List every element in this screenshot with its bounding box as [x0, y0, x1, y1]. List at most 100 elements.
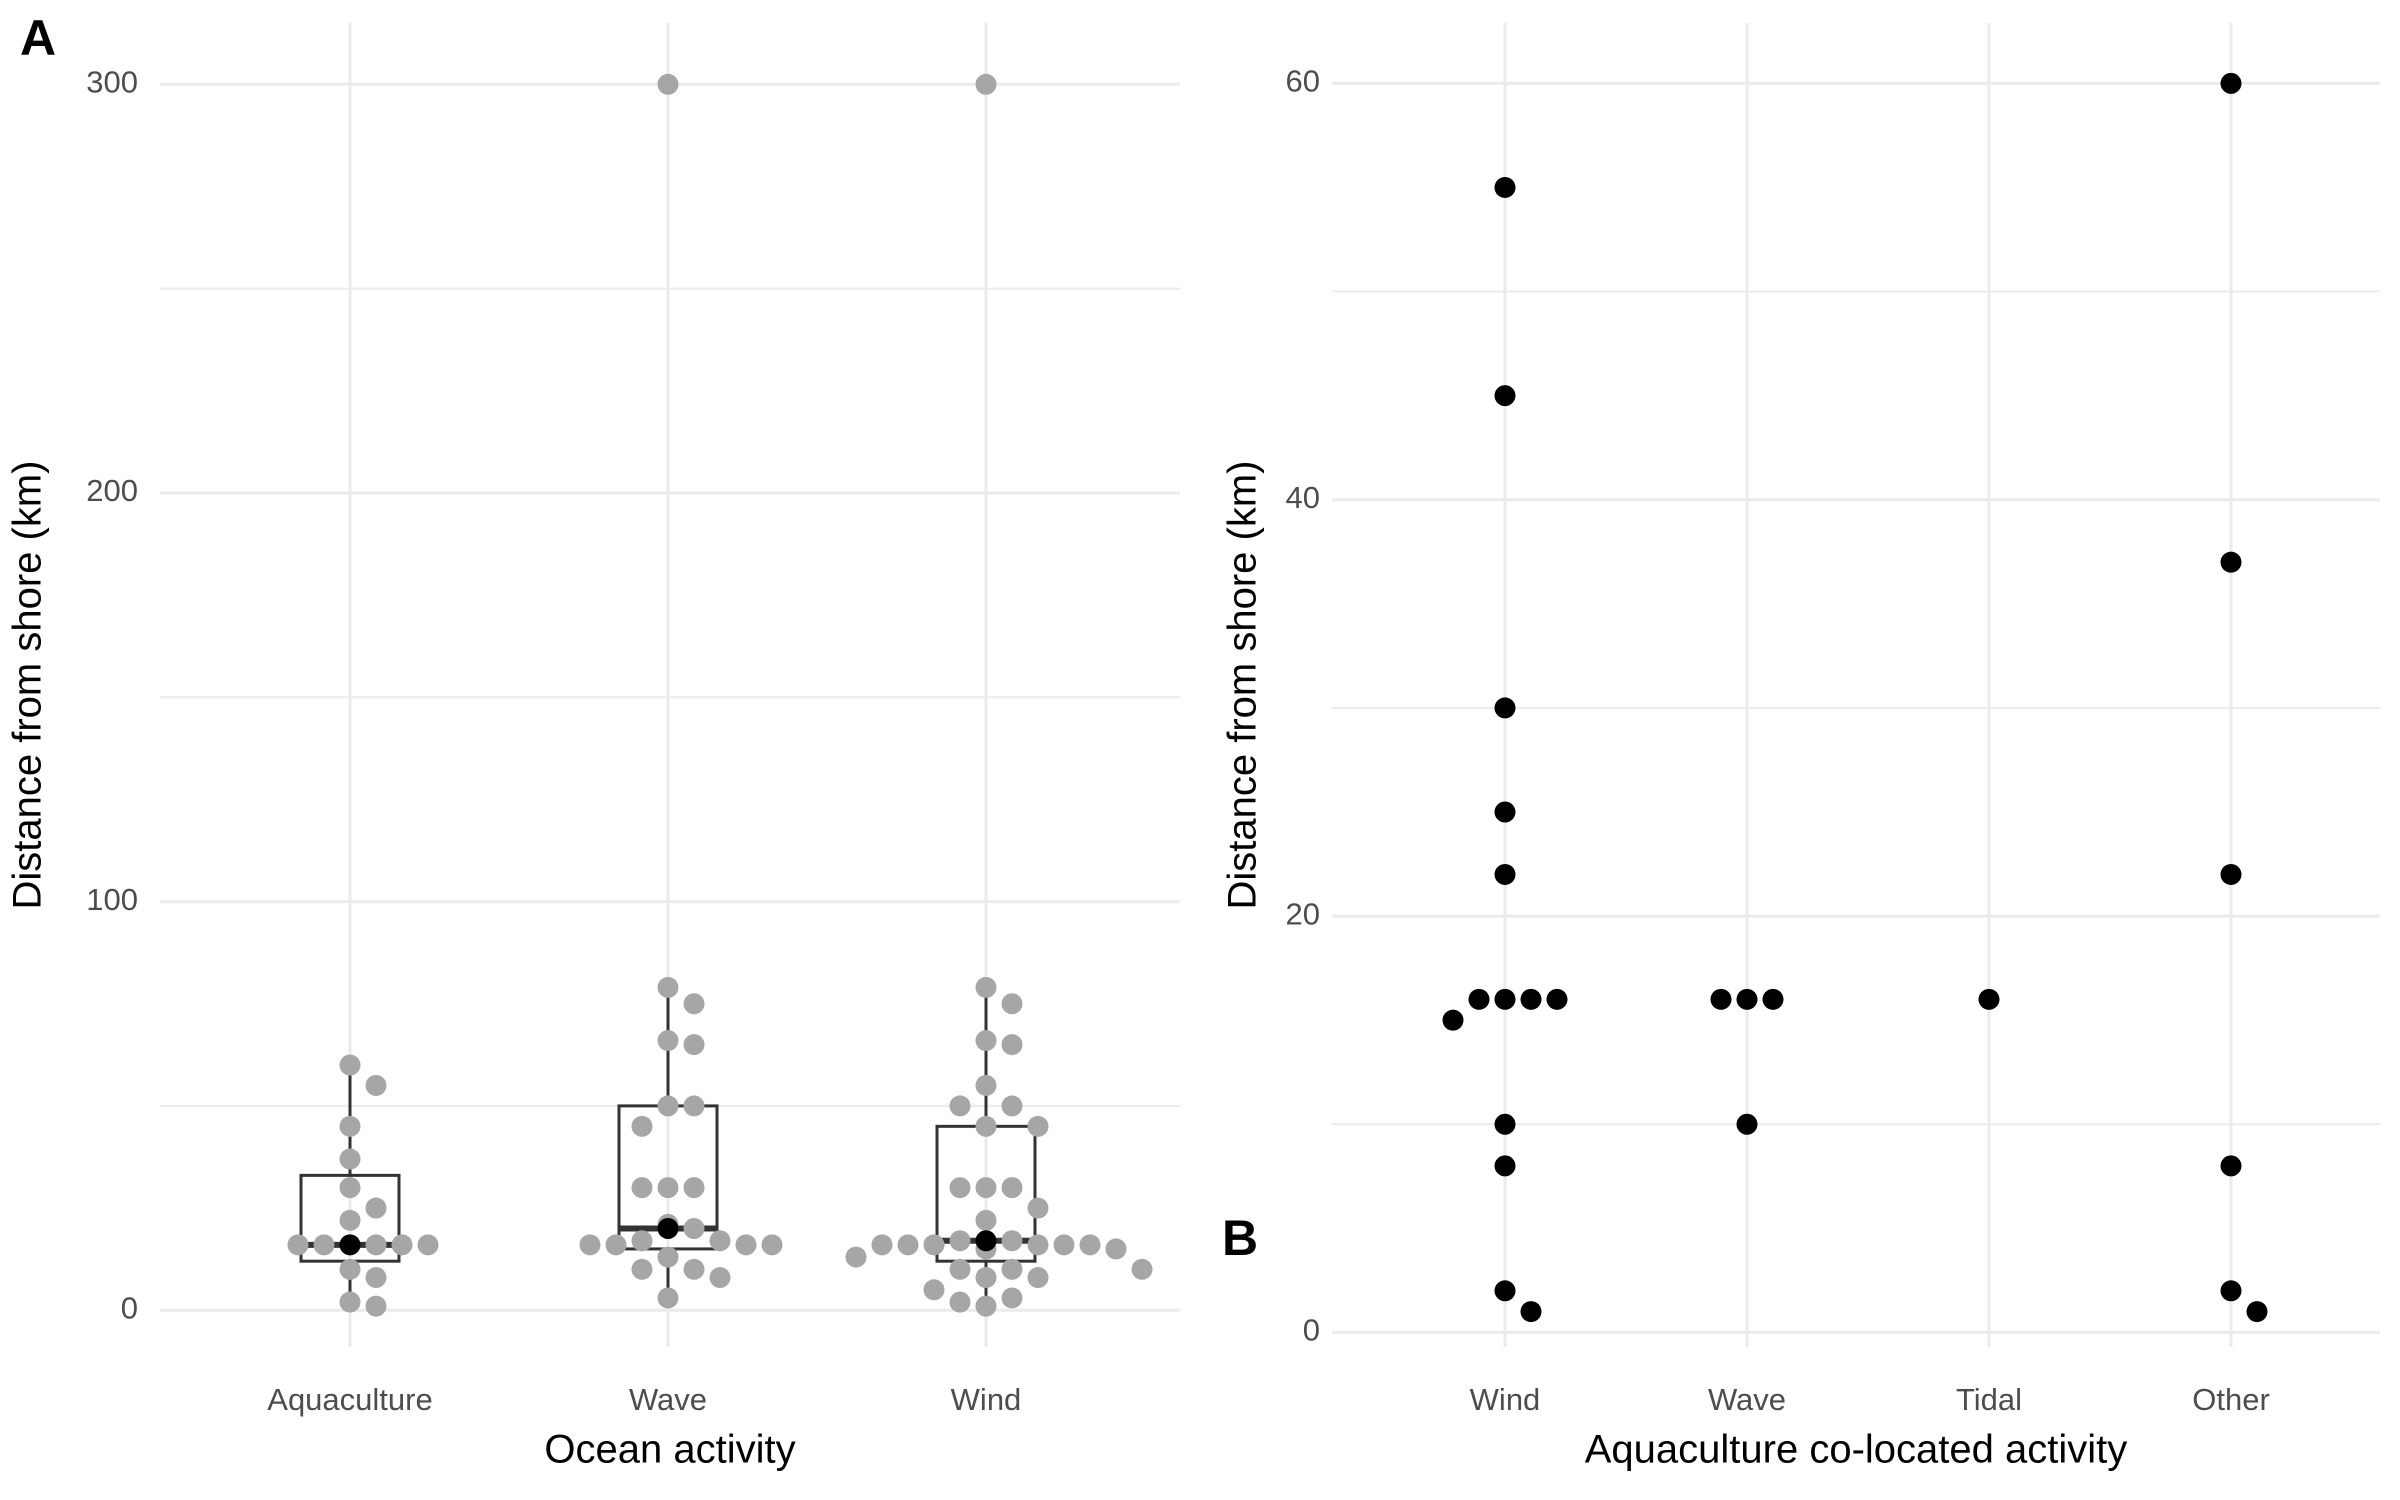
data-point — [975, 1177, 997, 1199]
data-point — [1105, 1238, 1127, 1260]
data-point — [1494, 385, 1516, 407]
data-point — [1079, 1234, 1101, 1256]
data-point — [2220, 1155, 2242, 1177]
data-point — [1001, 1095, 1023, 1117]
data-point — [1494, 1280, 1516, 1302]
data-point — [631, 1177, 653, 1199]
data-point — [2220, 551, 2242, 573]
data-point — [923, 1234, 945, 1256]
data-point — [683, 1217, 705, 1239]
data-point — [287, 1234, 309, 1256]
data-point — [417, 1234, 439, 1256]
data-point — [975, 73, 997, 95]
data-point — [949, 1230, 971, 1252]
x-tick-label: Tidal — [1956, 1382, 2022, 1417]
data-point — [975, 1295, 997, 1317]
data-point — [631, 1258, 653, 1280]
data-point — [1131, 1258, 1153, 1280]
data-point — [975, 1209, 997, 1231]
data-point — [2220, 1280, 2242, 1302]
data-point — [683, 1095, 705, 1117]
data-point — [657, 976, 679, 998]
data-point — [391, 1234, 413, 1256]
data-point — [709, 1267, 731, 1289]
data-point — [579, 1234, 601, 1256]
data-point — [1494, 988, 1516, 1010]
data-point — [975, 1074, 997, 1096]
x-tick-label: Wave — [1708, 1382, 1786, 1417]
data-point — [2246, 1301, 2268, 1323]
data-point — [1027, 1234, 1049, 1256]
data-point — [339, 1177, 361, 1199]
data-point — [1762, 988, 1784, 1010]
data-point — [1442, 1009, 1464, 1031]
data-point — [1520, 1301, 1542, 1323]
data-point — [683, 1034, 705, 1056]
data-point — [657, 1287, 679, 1309]
data-point — [975, 976, 997, 998]
panel-label: A — [20, 10, 56, 66]
data-point — [871, 1234, 893, 1256]
data-point — [897, 1234, 919, 1256]
data-point — [365, 1074, 387, 1096]
data-point — [1001, 1258, 1023, 1280]
data-point — [339, 1148, 361, 1170]
data-point — [709, 1230, 731, 1252]
y-tick-label: 100 — [86, 882, 138, 917]
panel-marks — [1442, 72, 2268, 1323]
x-tick-label: Wind — [1470, 1382, 1541, 1417]
data-point — [1710, 988, 1732, 1010]
data-point — [1001, 993, 1023, 1015]
x-axis-title: Ocean activity — [544, 1428, 795, 1472]
data-point — [923, 1279, 945, 1301]
data-point — [1001, 1287, 1023, 1309]
data-point — [1494, 697, 1516, 719]
data-point — [2220, 863, 2242, 885]
data-point — [683, 1258, 705, 1280]
data-point — [949, 1291, 971, 1313]
data-point — [1494, 801, 1516, 823]
data-point — [657, 1095, 679, 1117]
data-point — [339, 1258, 361, 1280]
data-point — [683, 1177, 705, 1199]
data-point — [1546, 988, 1568, 1010]
y-tick-label: 60 — [1286, 64, 1320, 99]
data-point — [339, 1054, 361, 1076]
data-point — [1736, 1113, 1758, 1135]
y-tick-label: 40 — [1286, 480, 1320, 515]
data-point — [339, 1291, 361, 1313]
data-point — [1027, 1197, 1049, 1219]
x-tick-label: Wave — [629, 1382, 707, 1417]
data-point — [1001, 1230, 1023, 1252]
x-tick-label: Wind — [951, 1382, 1022, 1417]
x-tick-label: Other — [2192, 1382, 2270, 1417]
x-axis-title: Aquaculture co-located activity — [1585, 1428, 2128, 1472]
data-point — [365, 1234, 387, 1256]
mean-point — [339, 1234, 361, 1256]
data-point — [1494, 863, 1516, 885]
data-point — [1027, 1267, 1049, 1289]
y-tick-label: 20 — [1286, 896, 1320, 931]
data-point — [1520, 988, 1542, 1010]
data-point — [365, 1197, 387, 1219]
data-point — [339, 1209, 361, 1231]
data-point — [975, 1267, 997, 1289]
data-point — [1001, 1034, 1023, 1056]
panel-marks — [287, 73, 1153, 1317]
data-point — [761, 1234, 783, 1256]
y-axis-title: Distance from shore (km) — [6, 461, 50, 910]
data-point — [683, 993, 705, 1015]
data-point — [1978, 988, 2000, 1010]
data-point — [365, 1267, 387, 1289]
data-point — [735, 1234, 757, 1256]
mean-point — [657, 1217, 679, 1239]
data-point — [1001, 1177, 1023, 1199]
data-point — [1494, 1155, 1516, 1177]
data-point — [657, 1030, 679, 1052]
y-tick-label: 300 — [86, 64, 138, 99]
data-point — [1494, 1113, 1516, 1135]
data-point — [657, 1246, 679, 1268]
data-point — [1736, 988, 1758, 1010]
